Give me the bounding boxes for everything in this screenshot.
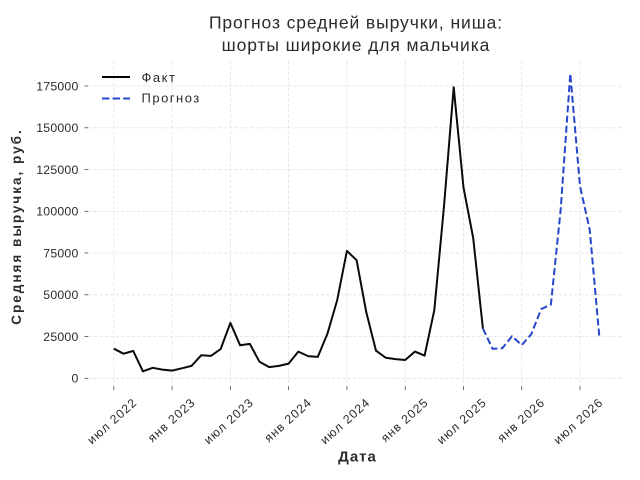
- svg-text:150000: 150000: [36, 121, 78, 135]
- svg-text:Прогноз средней выручки, ниша:: Прогноз средней выручки, ниша:: [209, 13, 503, 33]
- svg-text:Прогноз: Прогноз: [142, 91, 201, 106]
- svg-text:Средняя выручка, руб.: Средняя выручка, руб.: [9, 128, 24, 324]
- svg-text:шорты широкие для мальчика: шорты широкие для мальчика: [222, 35, 491, 55]
- svg-text:75000: 75000: [43, 246, 78, 260]
- svg-text:25000: 25000: [43, 330, 78, 344]
- svg-text:Дата: Дата: [338, 449, 377, 466]
- svg-text:Факт: Факт: [142, 70, 177, 85]
- svg-text:100000: 100000: [36, 205, 78, 219]
- svg-text:50000: 50000: [43, 288, 78, 302]
- svg-text:125000: 125000: [36, 163, 78, 177]
- svg-text:0: 0: [71, 372, 78, 386]
- svg-text:175000: 175000: [36, 79, 78, 93]
